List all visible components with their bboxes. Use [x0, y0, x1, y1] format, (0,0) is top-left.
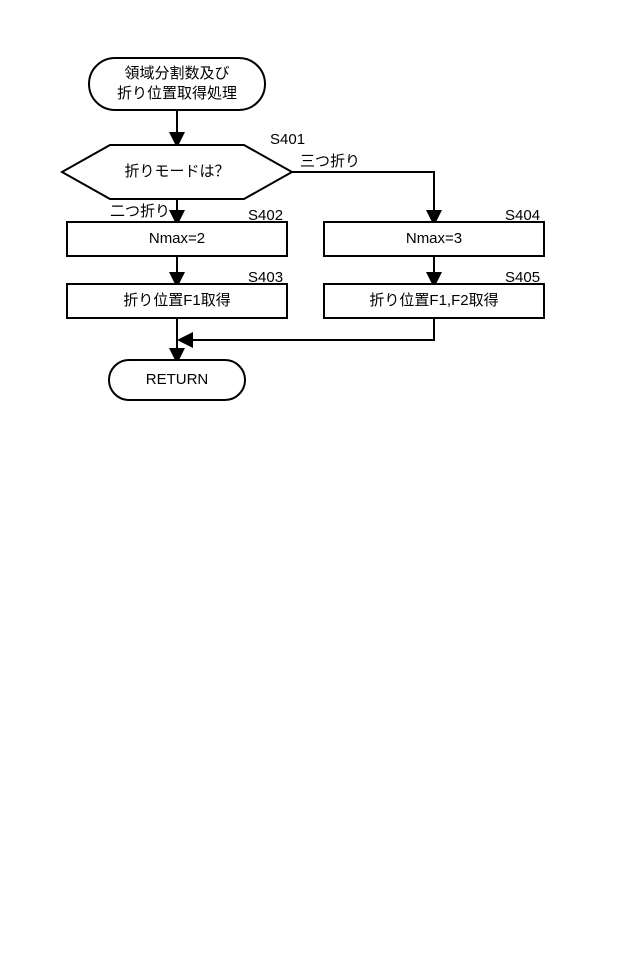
step-label-s404: S404 — [505, 207, 540, 224]
decision-text: 折りモードは？ — [124, 163, 229, 180]
s404-node: Nmax=3 — [324, 222, 544, 256]
step-label-s405: S405 — [505, 269, 540, 286]
step-label-s402: S402 — [248, 207, 283, 224]
return-node: RETURN — [109, 360, 245, 400]
edge-decision-s404 — [292, 172, 434, 222]
step-label-s403: S403 — [248, 269, 283, 286]
start-node: 領域分割数及び 折り位置取得処理 — [89, 58, 265, 110]
start-line1: 領域分割数及び — [124, 65, 229, 82]
s403-text: 折り位置F1取得 — [123, 292, 231, 309]
start-line2: 折り位置取得処理 — [117, 85, 237, 102]
s404-text: Nmax=3 — [406, 230, 462, 247]
branch-left-label: 二つ折り — [110, 203, 170, 220]
s405-node: 折り位置F1,F2取得 — [324, 284, 544, 318]
s403-node: 折り位置F1取得 — [67, 284, 287, 318]
s402-text: Nmax=2 — [149, 230, 205, 247]
return-text: RETURN — [146, 371, 209, 388]
edge-s405-merge — [181, 318, 434, 340]
branch-right-label: 三つ折り — [300, 153, 360, 170]
s402-node: Nmax=2 — [67, 222, 287, 256]
s405-text: 折り位置F1,F2取得 — [369, 292, 498, 309]
step-label-s401: S401 — [270, 131, 305, 148]
decision-node: 折りモードは？ — [62, 145, 292, 199]
